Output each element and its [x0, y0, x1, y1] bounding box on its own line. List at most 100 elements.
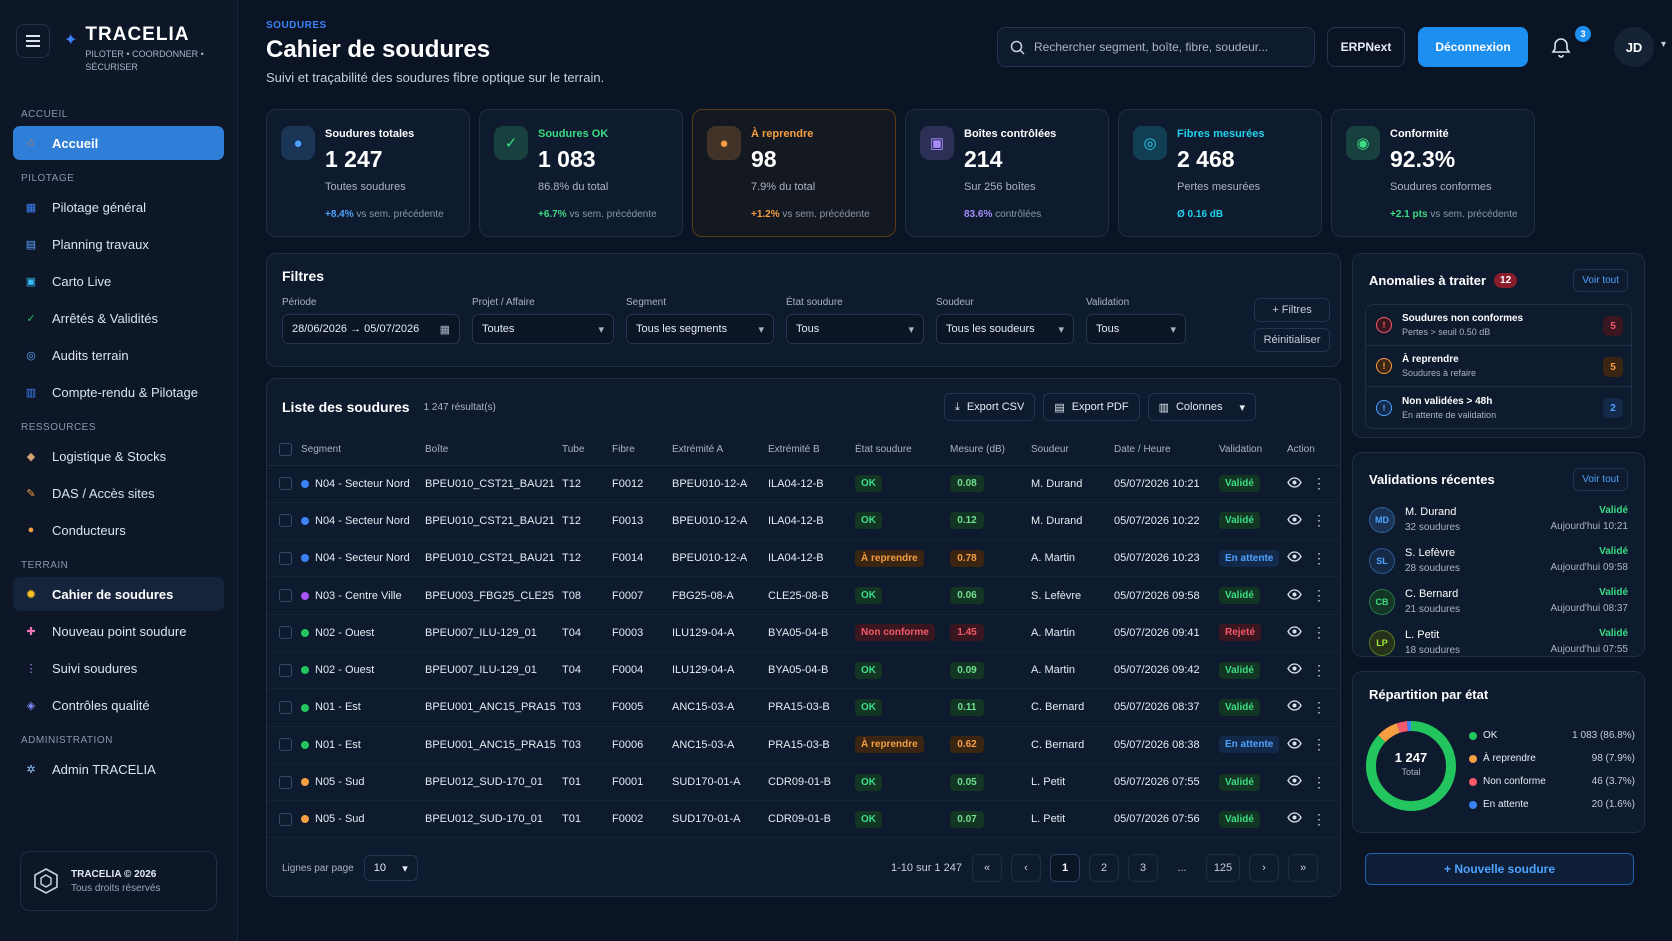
breadcrumb[interactable]: SOUDURES [266, 20, 327, 31]
more-vertical-icon[interactable]: ⋮ [1312, 587, 1326, 604]
column-header: Action [1287, 435, 1340, 466]
sidebar-item-logistique-stocks[interactable]: ◆ Logistique & Stocks [13, 439, 224, 473]
sidebar-item-das-acc-s-sites[interactable]: ✎ DAS / Accès sites [13, 476, 224, 510]
sidebar-item-audits-terrain[interactable]: ◎ Audits terrain [13, 338, 224, 372]
table-row[interactable]: N05 - Sud BPEU012_SUD-170_01 T01 F0001 SUD17… [267, 763, 1340, 802]
rows-per-page-select[interactable]: 10 ▾ [363, 855, 418, 881]
anomaly-item[interactable]: ! À reprendre Soudures à refaire 5 [1366, 346, 1631, 387]
period-filter[interactable]: 28/06/2026 → 05/07/2026 ▦ [282, 314, 460, 344]
more-vertical-icon[interactable]: ⋮ [1312, 698, 1326, 715]
anomaly-item[interactable]: ! Soudures non conformes Pertes > seuil 0.… [1366, 305, 1631, 346]
row-checkbox[interactable] [279, 626, 292, 640]
page-button[interactable]: 1 [1050, 854, 1080, 882]
sidebar-item-suivi-soudures[interactable]: ⋮ Suivi soudures [13, 651, 224, 685]
table-row[interactable]: N04 - Secteur Nord BPEU010_CST21_BAU21 T12… [267, 502, 1340, 541]
columns-button[interactable]: ▥ Colonnes ▾ [1147, 393, 1256, 421]
table-row[interactable]: N01 - Est BPEU001_ANC15_PRA15 T03 F0005 ANC1… [267, 688, 1340, 727]
export-csv-button[interactable]: ⤓ Export CSV [943, 393, 1036, 421]
eye-icon[interactable] [1287, 514, 1302, 528]
validation-badge: En attente [1219, 549, 1280, 567]
table-row[interactable]: N01 - Est BPEU001_ANC15_PRA15 T03 F0006 ANC1… [267, 726, 1340, 764]
eye-icon[interactable] [1287, 812, 1302, 826]
sidebar-item-arr-t-s-validit-s[interactable]: ✓ Arrêtés & Validités [13, 301, 224, 335]
sidebar-item-carto-live[interactable]: ▣ Carto Live [13, 264, 224, 298]
validation-item[interactable]: CB C. Bernard 21 soudures Validé Aujourd'hui… [1365, 581, 1632, 622]
reset-filters-button[interactable]: Réinitialiser [1254, 328, 1330, 352]
row-checkbox[interactable] [279, 775, 292, 789]
sidebar-item-accueil[interactable]: ⌂ Accueil [13, 126, 224, 160]
row-checkbox[interactable] [279, 477, 292, 491]
row-checkbox[interactable] [279, 738, 292, 752]
chevron-down-icon[interactable]: ▾ [1661, 39, 1667, 50]
validation-item[interactable]: MD M. Durand 32 soudures Validé Aujourd'hui … [1365, 499, 1632, 540]
anomaly-item[interactable]: ! Non validées > 48h En attente de validat… [1366, 387, 1631, 428]
validations-see-all-button[interactable]: Voir tout [1573, 468, 1628, 491]
sidebar-item-admin-tracelia[interactable]: ✲ Admin TRACELIA [13, 752, 224, 786]
segment-filter[interactable]: Tous les segments ▾ [626, 314, 774, 344]
first-page-button[interactable]: « [972, 854, 1002, 882]
validation-item[interactable]: SL S. Lefèvre 28 soudures Validé Aujourd'hui… [1365, 540, 1632, 581]
more-vertical-icon[interactable]: ⋮ [1312, 624, 1326, 641]
welder-filter[interactable]: Tous les soudeurs ▾ [936, 314, 1074, 344]
row-checkbox[interactable] [279, 812, 292, 826]
user-avatar[interactable]: JD [1614, 27, 1654, 67]
eye-icon[interactable] [1287, 738, 1302, 752]
eye-icon[interactable] [1287, 626, 1302, 640]
eye-icon[interactable] [1287, 775, 1302, 789]
more-vertical-icon[interactable]: ⋮ [1312, 512, 1326, 529]
sidebar-item-compte-rendu-pilotage[interactable]: ▥ Compte-rendu & Pilotage [13, 375, 224, 409]
sidebar-item-contr-les-qualit-[interactable]: ◈ Contrôles qualité [13, 688, 224, 722]
more-vertical-icon[interactable]: ⋮ [1312, 475, 1326, 492]
row-checkbox[interactable] [279, 700, 292, 714]
table-row[interactable]: N02 - Ouest BPEU007_ILU-129_01 T04 F0003 ILU… [267, 614, 1340, 652]
eye-icon[interactable] [1287, 588, 1302, 603]
row-checkbox[interactable] [279, 551, 292, 565]
bell-icon[interactable] [1549, 36, 1573, 60]
next-page-button[interactable]: › [1249, 854, 1279, 882]
logout-button[interactable]: Déconnexion [1418, 27, 1528, 67]
sidebar-item-cahier-de-soudures[interactable]: ✹ Cahier de soudures [13, 577, 224, 611]
export-pdf-button[interactable]: ▤ Export PDF [1043, 393, 1140, 421]
eye-icon[interactable] [1287, 551, 1302, 565]
page-button[interactable]: 2 [1089, 854, 1119, 882]
table-row[interactable]: N04 - Secteur Nord BPEU010_CST21_BAU21 T12… [267, 465, 1340, 503]
new-weld-button[interactable]: + Nouvelle soudure [1365, 853, 1634, 885]
eye-icon[interactable] [1287, 663, 1302, 677]
validation-cell: Rejeté [1219, 614, 1287, 652]
erpnext-button[interactable]: ERPNext [1327, 27, 1405, 67]
prev-page-button[interactable]: ‹ [1011, 854, 1041, 882]
brand-name: TRACELIA [85, 24, 190, 45]
table-row[interactable]: N05 - Sud BPEU012_SUD-170_01 T01 F0002 SUD17… [267, 800, 1340, 839]
table-row[interactable]: N04 - Secteur Nord BPEU010_CST21_BAU21 T12… [267, 539, 1340, 578]
more-vertical-icon[interactable]: ⋮ [1312, 736, 1326, 753]
page-button[interactable]: 3 [1128, 854, 1158, 882]
eye-icon[interactable] [1287, 476, 1302, 491]
more-vertical-icon[interactable]: ⋮ [1312, 773, 1326, 790]
row-checkbox[interactable] [279, 514, 292, 528]
sidebar-item-nouveau-point-soudure[interactable]: ✚ Nouveau point soudure [13, 614, 224, 648]
select-all-checkbox[interactable] [279, 443, 292, 457]
legend-value: 46 (3.7%) [1591, 776, 1635, 787]
row-checkbox[interactable] [279, 589, 292, 603]
eye-icon[interactable] [1287, 700, 1302, 714]
sidebar-item-planning-travaux[interactable]: ▤ Planning travaux [13, 227, 224, 261]
validation-item[interactable]: LP L. Petit 18 soudures Validé Aujourd'hui 0… [1365, 622, 1632, 663]
tube-cell: T12 [562, 539, 612, 578]
more-vertical-icon[interactable]: ⋮ [1312, 810, 1326, 827]
weld-state-filter[interactable]: Tous ▾ [786, 314, 924, 344]
sidebar-item-pilotage-g-n-ral[interactable]: ▦ Pilotage général [13, 190, 224, 224]
more-vertical-icon[interactable]: ⋮ [1312, 549, 1326, 566]
more-vertical-icon[interactable]: ⋮ [1312, 661, 1326, 678]
more-filters-button[interactable]: + Filtres [1254, 298, 1330, 322]
sidebar-item-conducteurs[interactable]: ● Conducteurs [13, 513, 224, 547]
anomalies-see-all-button[interactable]: Voir tout [1573, 269, 1628, 292]
page-button[interactable]: 125 [1206, 854, 1240, 882]
table-row[interactable]: N03 - Centre Ville BPEU003_FBG25_CLE25 T08… [267, 576, 1340, 615]
menu-toggle-button[interactable] [16, 24, 50, 58]
last-page-button[interactable]: » [1288, 854, 1318, 882]
search-input[interactable]: Rechercher segment, boîte, fibre, soudeu… [997, 27, 1315, 67]
row-checkbox[interactable] [279, 663, 292, 677]
validation-filter[interactable]: Tous ▾ [1086, 314, 1186, 344]
table-row[interactable]: N02 - Ouest BPEU007_ILU-129_01 T04 F0004 ILU… [267, 651, 1340, 690]
project-filter[interactable]: Toutes ▾ [472, 314, 614, 344]
